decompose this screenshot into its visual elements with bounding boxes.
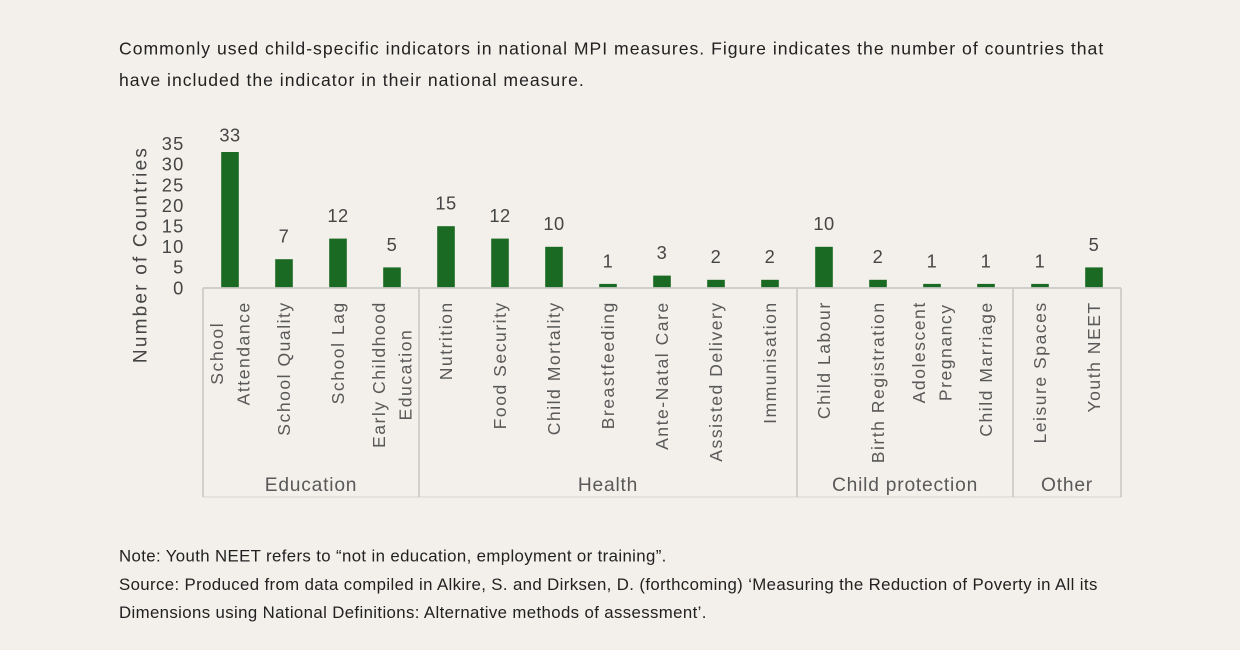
svg-text:Immunisation: Immunisation bbox=[760, 301, 780, 424]
svg-text:10: 10 bbox=[813, 213, 834, 234]
svg-text:1: 1 bbox=[1035, 250, 1046, 271]
svg-text:Child Mortality: Child Mortality bbox=[544, 301, 564, 435]
svg-text:1: 1 bbox=[603, 250, 614, 271]
svg-text:5: 5 bbox=[387, 234, 398, 255]
svg-text:Early Childhood: Early Childhood bbox=[369, 301, 389, 448]
svg-text:12: 12 bbox=[489, 205, 510, 226]
svg-text:Education: Education bbox=[395, 329, 415, 421]
svg-text:Note: Youth NEET refers to “no: Note: Youth NEET refers to “not in educa… bbox=[119, 547, 667, 566]
svg-text:School: School bbox=[207, 322, 227, 385]
svg-text:Birth Registration: Birth Registration bbox=[868, 301, 888, 463]
svg-text:Youth NEET: Youth NEET bbox=[1084, 301, 1104, 412]
svg-text:Child Labour: Child Labour bbox=[814, 301, 834, 419]
svg-text:Assisted Delivery: Assisted Delivery bbox=[706, 301, 726, 461]
svg-text:33: 33 bbox=[219, 124, 240, 145]
svg-text:7: 7 bbox=[279, 226, 290, 247]
svg-text:Food Security: Food Security bbox=[490, 301, 510, 429]
svg-text:2: 2 bbox=[873, 246, 884, 267]
svg-text:Number of Countries: Number of Countries bbox=[131, 146, 152, 363]
svg-text:Breastfeeding: Breastfeeding bbox=[598, 301, 618, 429]
svg-text:35: 35 bbox=[162, 133, 185, 154]
svg-text:Nutrition: Nutrition bbox=[436, 301, 456, 380]
svg-text:Other: Other bbox=[1041, 475, 1093, 496]
svg-text:Child protection: Child protection bbox=[832, 475, 978, 496]
svg-text:3: 3 bbox=[657, 242, 668, 263]
svg-text:Ante-Natal Care: Ante-Natal Care bbox=[652, 301, 672, 450]
svg-text:School Quality: School Quality bbox=[274, 301, 294, 435]
svg-text:Adolescent: Adolescent bbox=[909, 301, 929, 403]
svg-text:2: 2 bbox=[765, 246, 776, 267]
svg-text:Pregnancy: Pregnancy bbox=[936, 303, 956, 401]
svg-text:have included the indicator in: have included the indicator in their nat… bbox=[119, 70, 585, 90]
svg-text:25: 25 bbox=[162, 174, 185, 195]
svg-text:2: 2 bbox=[711, 246, 722, 267]
svg-text:5: 5 bbox=[1089, 234, 1100, 255]
svg-text:10: 10 bbox=[162, 236, 185, 257]
svg-text:Source: Produced from data com: Source: Produced from data compiled in A… bbox=[119, 575, 1098, 594]
svg-text:1: 1 bbox=[981, 250, 992, 271]
svg-text:Leisure Spaces: Leisure Spaces bbox=[1030, 301, 1050, 443]
svg-text:12: 12 bbox=[327, 205, 348, 226]
svg-text:15: 15 bbox=[435, 193, 456, 214]
svg-text:30: 30 bbox=[162, 154, 185, 175]
svg-text:0: 0 bbox=[173, 277, 184, 298]
svg-text:Dimensions using National Defi: Dimensions using National Definitions: A… bbox=[119, 603, 707, 622]
svg-text:Attendance: Attendance bbox=[233, 301, 253, 405]
svg-text:Education: Education bbox=[265, 475, 358, 496]
svg-text:1: 1 bbox=[927, 250, 938, 271]
svg-text:Child Marriage: Child Marriage bbox=[976, 301, 996, 436]
svg-text:5: 5 bbox=[173, 257, 184, 278]
svg-text:Health: Health bbox=[578, 475, 638, 496]
svg-text:School Lag: School Lag bbox=[328, 301, 348, 404]
svg-text:10: 10 bbox=[543, 213, 564, 234]
svg-text:15: 15 bbox=[162, 216, 185, 237]
svg-text:Commonly used child-specific i: Commonly used child-specific indicators … bbox=[119, 39, 1104, 59]
svg-text:20: 20 bbox=[162, 195, 185, 216]
